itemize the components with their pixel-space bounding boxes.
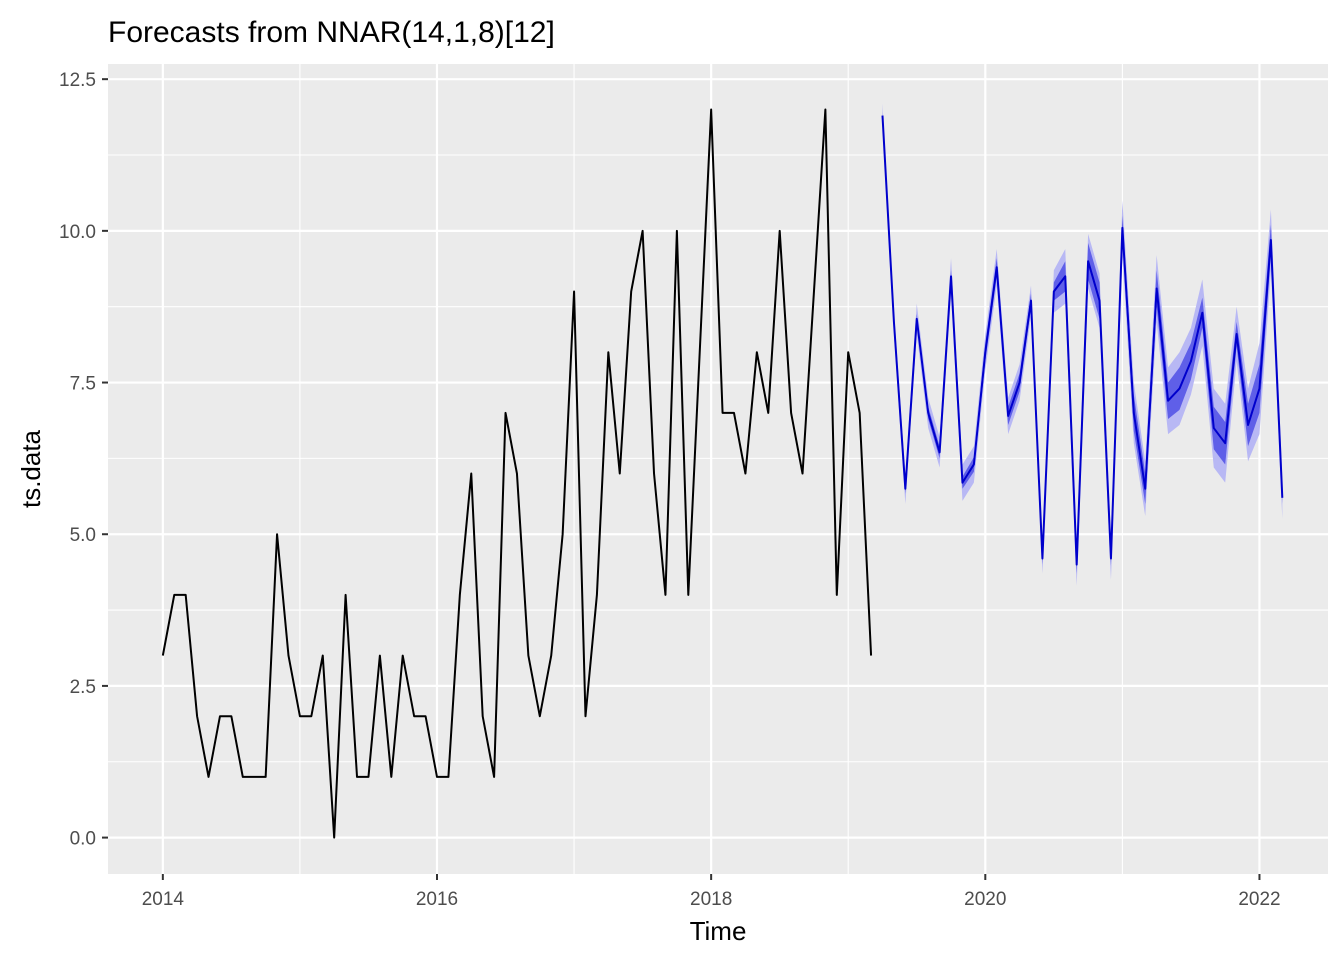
x-tick-label: 2016	[416, 889, 458, 910]
interval-95-band	[882, 103, 1283, 586]
x-tick-label: 2020	[964, 889, 1006, 910]
series-lines	[161, 108, 1284, 839]
x-axis-title: Time	[690, 916, 747, 946]
y-tick-label: 12.5	[59, 70, 96, 91]
x-tick-label: 2022	[1238, 889, 1280, 910]
forecast-series-line	[881, 115, 1284, 566]
minor-gridlines	[108, 64, 1328, 874]
y-tick-label: 7.5	[70, 374, 96, 395]
y-tick-label: 2.5	[70, 677, 96, 698]
observed-series-line	[161, 108, 873, 839]
y-tick-label: 5.0	[70, 525, 96, 546]
y-tick-label: 10.0	[59, 222, 96, 243]
chart-title: Forecasts from NNAR(14,1,8)[12]	[108, 16, 555, 49]
y-tick-label: 0.0	[70, 829, 96, 850]
y-axis: 0.0 2.5 5.0 7.5 10.0 12.5	[59, 70, 108, 850]
plot-panel	[108, 64, 1328, 874]
x-axis: 2014 2016 2018 2020 2022	[142, 874, 1281, 910]
x-tick-label: 2014	[142, 889, 185, 910]
x-tick-label: 2018	[690, 889, 732, 910]
forecast-interval-95	[882, 103, 1283, 586]
y-axis-title: ts.data	[16, 429, 46, 508]
major-gridlines	[108, 64, 1328, 874]
